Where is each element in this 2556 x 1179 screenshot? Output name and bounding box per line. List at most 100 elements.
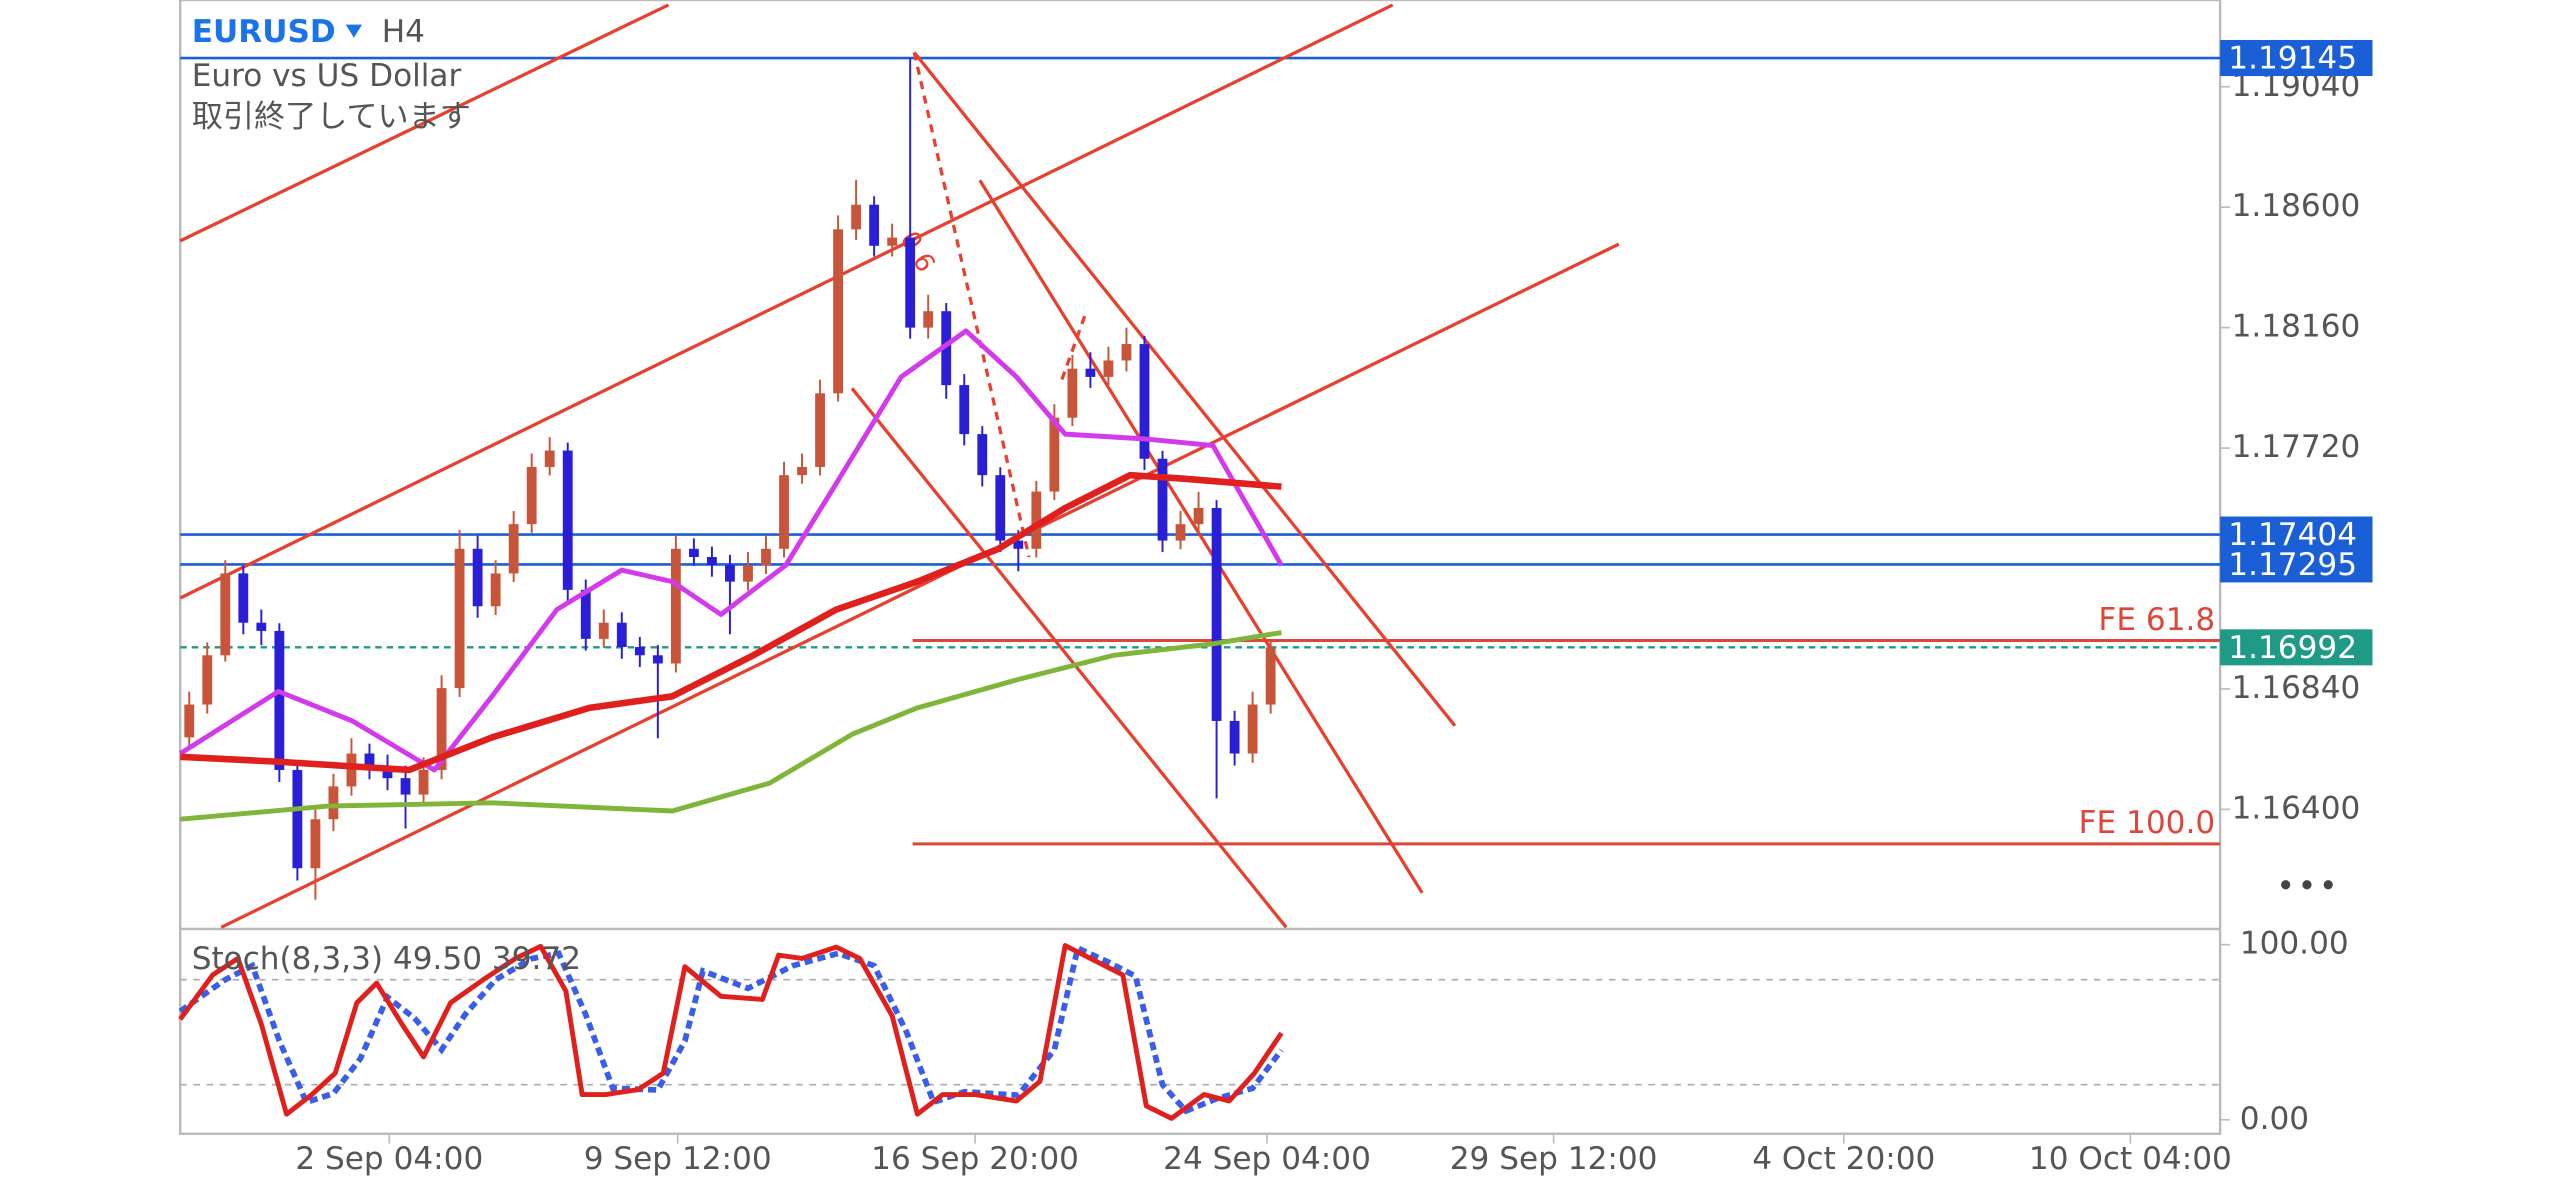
candle-body [1211, 508, 1222, 721]
channel-line [850, 387, 1288, 929]
candle-body [761, 548, 771, 566]
x-tick-label: 24 Sep 04:00 [1163, 1141, 1371, 1177]
symbol[interactable]: EURUSD [192, 14, 336, 50]
y-tick-label: 1.16400 [2232, 790, 2361, 826]
candle-body [454, 548, 465, 689]
candle-body [941, 311, 952, 386]
stochastic-label: Stoch(8,3,3) 49.50 39.72 [192, 941, 581, 977]
moving-average [180, 630, 1282, 822]
channel-line [978, 179, 1424, 894]
candle-body [1121, 344, 1132, 361]
candle-body [184, 704, 195, 738]
candle-body [346, 753, 357, 787]
candle-body [905, 237, 916, 328]
candle-body [490, 573, 501, 607]
symbol-dropdown-icon[interactable] [345, 24, 363, 38]
channel-line [179, 3, 670, 243]
candle-body [418, 769, 429, 795]
candle-body [202, 655, 213, 705]
stochastic-layer: 100.00 0.00 [178, 926, 2349, 1137]
x-tick-label: 29 Sep 12:00 [1450, 1141, 1658, 1177]
candle-body [1193, 508, 1204, 525]
candle-body [256, 622, 267, 631]
candle-body [616, 622, 627, 648]
candle-body [1103, 360, 1114, 377]
plot-frame [179, 0, 2222, 1136]
candle-body [274, 630, 285, 770]
candle-body [1157, 458, 1168, 541]
candle-body [1049, 417, 1060, 492]
candle-body [292, 769, 303, 869]
x-tick-label: 16 Sep 20:00 [871, 1141, 1079, 1177]
candle-body [1031, 491, 1042, 549]
candle-body [707, 557, 717, 566]
fib-line [1060, 315, 1087, 381]
price-tag [2220, 629, 2373, 666]
y-tick-label: 1.18160 [2232, 309, 2361, 345]
fib-line [912, 52, 1031, 558]
menu-dot[interactable] [2323, 880, 2333, 890]
channel-line [179, 3, 1394, 600]
channel-line [220, 242, 1620, 929]
moving-average [180, 471, 1282, 774]
candle-body [1085, 368, 1096, 377]
candle-body [797, 466, 807, 476]
candle-body [382, 766, 393, 779]
candle-body [472, 548, 483, 607]
axis-layer: 1.190401.186001.181601.177201.168401.164… [295, 40, 2373, 1177]
candle-body [652, 655, 663, 664]
stoch-tick-label: 0.00 [2240, 1101, 2309, 1137]
stoch-main [178, 943, 1284, 1121]
candle-body [923, 311, 934, 328]
stoch-tick-label: 100.00 [2240, 926, 2349, 962]
candle-body [688, 548, 699, 558]
candle-body [310, 819, 321, 869]
menu-dot[interactable] [2281, 880, 2291, 890]
candle-body [779, 475, 789, 549]
moving-averages-layer [178, 328, 1284, 822]
candle-body [598, 622, 609, 639]
fe-label: FE 100.0 [2079, 805, 2216, 841]
x-tick-label: 2 Sep 04:00 [295, 1141, 483, 1177]
x-tick-label: 4 Oct 20:00 [1752, 1141, 1935, 1177]
price-tag-label: 1.17295 [2228, 547, 2357, 583]
market-status: 取引終了しています [192, 99, 471, 135]
candle-body [508, 524, 519, 574]
candle-body [328, 786, 339, 820]
price-tag [2220, 546, 2373, 583]
candle-body [815, 393, 825, 467]
candle-body [1175, 524, 1186, 541]
candle-body [1067, 368, 1078, 418]
y-tick-label: 1.18600 [2232, 188, 2361, 224]
candle-body [887, 237, 898, 246]
candle-body [400, 778, 411, 795]
menu-dot[interactable] [2302, 880, 2312, 890]
channel-line [912, 51, 1457, 727]
timeframe[interactable]: H4 [382, 14, 425, 50]
y-tick-label: 1.16840 [2232, 670, 2361, 706]
description: Euro vs US Dollar [192, 58, 462, 94]
candle-body [959, 385, 970, 435]
more-menu[interactable] [2281, 880, 2333, 890]
candle-body [833, 229, 843, 394]
candle-body [1013, 540, 1024, 549]
candle-body [544, 450, 555, 467]
candle-body [580, 589, 591, 639]
candle-body [634, 647, 645, 656]
candle-body [562, 450, 573, 590]
candle-body [743, 565, 753, 582]
candle-body [851, 204, 862, 230]
candle-body [670, 548, 681, 664]
candles-layer [184, 58, 1276, 900]
candle-body [1229, 720, 1240, 754]
x-tick-label: 10 Oct 04:00 [2029, 1141, 2232, 1177]
candle-body [869, 204, 880, 246]
price-lines-layer: FE 61.8 FE 100.0 [180, 56, 2221, 846]
candle-body [977, 434, 988, 476]
x-tick-label: 9 Sep 12:00 [584, 1141, 772, 1177]
candle-body [1247, 704, 1258, 754]
candle-body [995, 475, 1006, 541]
y-tick-label: 1.17720 [2232, 429, 2361, 465]
